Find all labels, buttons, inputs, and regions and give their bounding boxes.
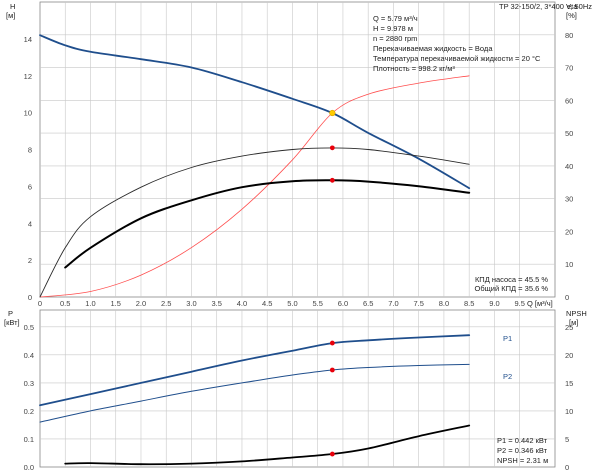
duty-point-npsh bbox=[329, 451, 335, 457]
info-head: H = 9.978 м bbox=[373, 24, 413, 33]
curves bbox=[39, 34, 471, 466]
x-tick-label: 9.0 bbox=[489, 299, 499, 308]
power-tick-label: 0.1 bbox=[24, 435, 34, 444]
npsh-tick-label: 20 bbox=[565, 351, 573, 360]
head-tick-label: 12 bbox=[24, 72, 32, 81]
head-tick-label: 10 bbox=[24, 109, 32, 118]
npsh-tick-label: 0 bbox=[565, 463, 569, 472]
duty-point-p1 bbox=[329, 340, 335, 346]
chart-title: TP 32-150/2, 3*400 V, 50Hz bbox=[499, 2, 592, 11]
eta-tick-label: 10 bbox=[565, 260, 573, 269]
top-y-left-unit: [м] bbox=[6, 11, 15, 20]
eta-tick-label: 30 bbox=[565, 195, 573, 204]
duty-point-head bbox=[329, 109, 336, 117]
axis-ticks: 0 0.5 1.0 1.5 2.0 2.5 3.0 3.5 4.0 4.5 5.0 5.5 6.0 6.5… bbox=[24, 31, 574, 472]
p2-curve-label: P2 bbox=[503, 372, 512, 381]
x-tick-label: 6.0 bbox=[338, 299, 348, 308]
x-tick-label: 4.5 bbox=[262, 299, 272, 308]
head-tick-label: 2 bbox=[28, 256, 32, 265]
x-tick-label: 8.0 bbox=[439, 299, 449, 308]
top-y-right-label: eta bbox=[567, 2, 578, 11]
top-chart-frame bbox=[39, 1, 556, 298]
info-liquid: Перекачиваемая жидкость = Вода bbox=[373, 44, 493, 53]
eta-tick-label: 0 bbox=[565, 293, 569, 302]
duty-point-p2 bbox=[329, 367, 335, 373]
pump-efficiency-curve bbox=[39, 147, 470, 298]
power-tick-label: 0.2 bbox=[24, 407, 34, 416]
x-tick-label: 5.0 bbox=[287, 299, 297, 308]
x-tick-label: 1.0 bbox=[85, 299, 95, 308]
power-tick-label: 0.4 bbox=[24, 351, 34, 360]
x-tick-label: 3.0 bbox=[186, 299, 196, 308]
eta-tick-label: 70 bbox=[565, 64, 573, 73]
p2-curve bbox=[39, 363, 470, 423]
npsh-tick-label: 5 bbox=[565, 435, 569, 444]
p1-curve-label: P1 bbox=[503, 334, 512, 343]
npsh-tick-label: 25 bbox=[565, 323, 573, 332]
npsh-curve bbox=[64, 424, 471, 466]
x-tick-label: 3.5 bbox=[211, 299, 221, 308]
head-tick-label: 6 bbox=[28, 182, 32, 191]
info-flow: Q = 5.79 м³/ч bbox=[373, 14, 418, 23]
eta-tick-label: 50 bbox=[565, 129, 573, 138]
qh-curve bbox=[39, 34, 471, 190]
x-tick-label: 0.5 bbox=[60, 299, 70, 308]
x-tick-label: 8.5 bbox=[464, 299, 474, 308]
x-tick-label: 7.0 bbox=[388, 299, 398, 308]
info-temperature: Температура перекачиваемой жидкости = 20… bbox=[373, 54, 541, 63]
x-tick-label: 0 bbox=[38, 299, 42, 308]
duty-point-pump-efficiency bbox=[329, 145, 335, 151]
x-tick-label: 5.5 bbox=[312, 299, 322, 308]
p1-curve bbox=[39, 334, 471, 407]
duty-points bbox=[329, 109, 336, 457]
p1-label: P1 = 0.442 кВт bbox=[497, 436, 548, 445]
eta-tick-label: 80 bbox=[565, 31, 573, 40]
npsh-tick-label: 10 bbox=[565, 407, 573, 416]
eff-pump-label: КПД насоса = 45.5 % bbox=[475, 275, 548, 284]
total-efficiency-curve bbox=[64, 179, 471, 269]
bottom-y-left-unit: [кВт] bbox=[4, 318, 20, 327]
bottom-chart-frame bbox=[39, 309, 556, 468]
eta-tick-label: 40 bbox=[565, 162, 573, 171]
power-tick-label: 0.3 bbox=[24, 379, 34, 388]
npsh-tick-label: 15 bbox=[565, 379, 573, 388]
power-tick-label: 0.5 bbox=[24, 323, 34, 332]
top-y-left-label: H bbox=[10, 2, 15, 11]
bottom-y-left-label: P bbox=[8, 309, 13, 318]
x-axis-label: Q [м³/ч] bbox=[527, 299, 553, 308]
x-tick-label: 6.5 bbox=[363, 299, 373, 308]
p2-label: P2 = 0.346 кВт bbox=[497, 446, 548, 455]
x-tick-label: 4.0 bbox=[237, 299, 247, 308]
head-tick-label: 8 bbox=[28, 146, 32, 155]
info-speed: n = 2880 rpm bbox=[373, 34, 417, 43]
x-tick-label: 2.5 bbox=[161, 299, 171, 308]
x-tick-label: 9.5 bbox=[514, 299, 524, 308]
x-tick-label: 7.5 bbox=[413, 299, 423, 308]
bottom-y-right-label: NPSH bbox=[566, 309, 587, 318]
info-density: Плотность = 998.2 кг/м³ bbox=[373, 64, 455, 73]
eta-tick-label: 20 bbox=[565, 227, 573, 236]
x-tick-label: 2.0 bbox=[136, 299, 146, 308]
power-tick-label: 0.0 bbox=[24, 463, 34, 472]
system-curve bbox=[39, 75, 470, 298]
head-tick-label: 14 bbox=[24, 35, 32, 44]
duty-point-total-efficiency bbox=[329, 177, 335, 183]
npsh-label: NPSH = 2.31 м bbox=[497, 456, 548, 465]
top-y-right-unit: [%] bbox=[566, 11, 577, 20]
head-tick-label: 4 bbox=[28, 219, 32, 228]
eta-tick-label: 60 bbox=[565, 96, 573, 105]
x-tick-label: 1.5 bbox=[111, 299, 121, 308]
eff-total-label: Общий КПД = 35.6 % bbox=[475, 284, 549, 293]
head-tick-label: 0 bbox=[28, 293, 32, 302]
bottom-y-right-unit: [м] bbox=[569, 318, 578, 327]
